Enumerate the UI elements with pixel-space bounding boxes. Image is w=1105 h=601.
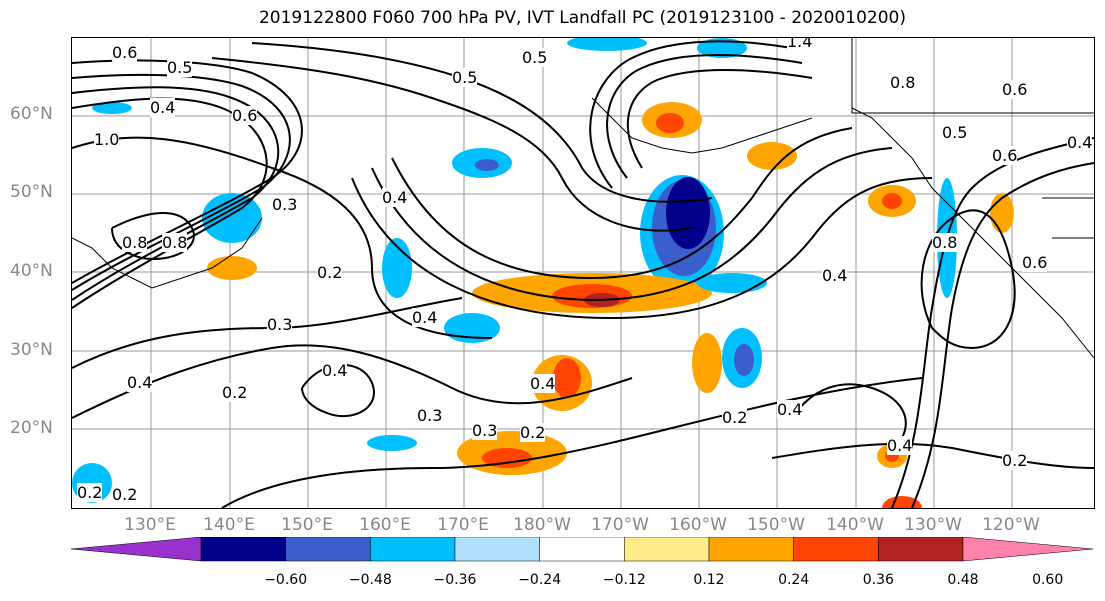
contour-label: 0.2 xyxy=(520,423,546,442)
contour-label: 0.4 xyxy=(777,400,803,419)
colorbar xyxy=(71,537,1094,562)
lon-label: 120°W xyxy=(982,515,1040,535)
colorbar-tick-label: 0.24 xyxy=(778,572,810,588)
colorbar-tick-label: −0.60 xyxy=(264,572,308,588)
contour-label: 0.3 xyxy=(472,421,498,440)
colorbar-tick-label: −0.24 xyxy=(518,572,562,588)
contour-label: 0.2 xyxy=(1002,451,1028,470)
colorbar-segment xyxy=(285,537,371,562)
contour-label: 0.5 xyxy=(167,58,193,77)
contour-label: 0.2 xyxy=(77,483,103,502)
contour-label: 0.5 xyxy=(452,68,478,87)
colorbar-segment xyxy=(370,537,456,562)
lon-label: 180°W xyxy=(513,515,571,535)
coastlines xyxy=(72,38,1094,359)
contour-label: 0.4 xyxy=(150,98,176,117)
map-panel: 0.6 0.5 0.4 1.0 0.6 0.5 0.5 1.4 0.8 0.6 … xyxy=(71,37,1095,509)
lat-label: 40°N xyxy=(10,261,53,281)
colorbar-segment xyxy=(708,537,794,562)
lon-label: 130°W xyxy=(904,515,962,535)
lon-label: 150°W xyxy=(747,515,805,535)
contour-label: 0.4 xyxy=(822,266,848,285)
contour-label: 0.6 xyxy=(1002,80,1028,99)
colorbar-tick-label: −0.36 xyxy=(433,572,477,588)
lon-label: 170°E xyxy=(437,515,489,535)
lat-label: 30°N xyxy=(10,340,53,360)
colorbar-extend-high xyxy=(962,537,1094,562)
contour-label: 1.0 xyxy=(94,130,120,149)
lon-label: 160°W xyxy=(669,515,727,535)
contour-label: 0.6 xyxy=(112,43,138,62)
contour-label: 0.8 xyxy=(122,233,148,252)
colorbar-tick-label: 0.36 xyxy=(862,572,894,588)
colorbar-tick-label: 0.60 xyxy=(1032,572,1064,588)
contour-label: 0.8 xyxy=(162,233,188,252)
colorbar-segment xyxy=(624,537,710,562)
contour-label: 0.4 xyxy=(382,188,408,207)
contour-label: 0.4 xyxy=(1067,133,1093,152)
contour-label: 0.6 xyxy=(1022,253,1048,272)
lon-label: 140°W xyxy=(826,515,884,535)
contour-label: 0.4 xyxy=(412,308,438,327)
colorbar-tick-label: 0.48 xyxy=(947,572,979,588)
contour-label: 0.2 xyxy=(317,263,343,282)
contour-label: 0.8 xyxy=(932,233,958,252)
colorbar-extend-low xyxy=(71,537,202,562)
lon-label: 150°E xyxy=(281,515,333,535)
contour-label: 0.3 xyxy=(272,195,298,214)
contour-label: 0.8 xyxy=(890,73,916,92)
contour-label: 0.5 xyxy=(522,48,548,67)
colorbar-tick-label: −0.12 xyxy=(602,572,646,588)
lon-label: 160°E xyxy=(359,515,411,535)
colorbar-segment xyxy=(793,537,879,562)
colorbar-segment xyxy=(539,537,625,562)
contour-label: 0.4 xyxy=(322,361,348,380)
colorbar-segment xyxy=(878,537,964,562)
contour-label: 0.2 xyxy=(112,485,138,504)
contour-label: 0.3 xyxy=(267,315,293,334)
colorbar-tick-label: 0.12 xyxy=(693,572,725,588)
lat-label: 20°N xyxy=(10,418,53,438)
contour-label: 0.4 xyxy=(530,374,556,393)
contour-label: 0.6 xyxy=(992,146,1018,165)
lon-label: 170°W xyxy=(591,515,649,535)
map-canvas xyxy=(72,38,1094,508)
contour-label: 1.4 xyxy=(787,38,813,51)
contour-label: 0.4 xyxy=(887,436,913,455)
colorbar-segment xyxy=(200,537,286,562)
contour-label: 0.3 xyxy=(417,406,443,425)
colorbar-segment xyxy=(454,537,540,562)
map-title: 2019122800 F060 700 hPa PV, IVT Landfall… xyxy=(258,8,906,28)
contour-labels: 0.6 0.5 0.4 1.0 0.6 0.5 0.5 1.4 0.8 0.6 … xyxy=(72,38,1094,508)
lon-label: 140°E xyxy=(203,515,255,535)
lon-label: 130°E xyxy=(124,515,176,535)
lat-label: 60°N xyxy=(10,104,53,124)
contour-label: 0.5 xyxy=(942,123,968,142)
contour-label: 0.6 xyxy=(232,106,258,125)
lat-label: 50°N xyxy=(10,182,53,202)
colorbar-tick-label: −0.48 xyxy=(348,572,392,588)
contour-label: 0.2 xyxy=(222,383,248,402)
contour-label: 0.2 xyxy=(722,408,748,427)
contour-label: 0.4 xyxy=(127,373,153,392)
